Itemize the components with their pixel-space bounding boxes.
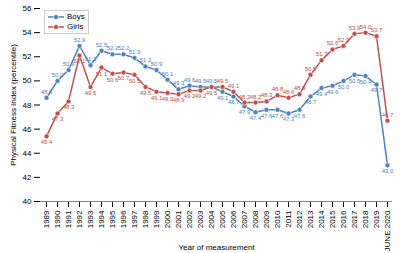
svg-text:51.3: 51.3: [85, 56, 97, 62]
svg-text:2012: 2012: [295, 210, 304, 228]
svg-text:50.9: 50.9: [151, 61, 163, 67]
svg-text:51.1: 51.1: [95, 70, 108, 77]
svg-text:48.3: 48.3: [261, 92, 273, 98]
svg-text:50.5: 50.5: [129, 78, 141, 84]
svg-text:46: 46: [23, 125, 32, 134]
svg-text:2002: 2002: [185, 210, 194, 228]
svg-text:54: 54: [23, 28, 32, 37]
html-text:49.2 49.2: 49.2 49.2: [183, 93, 207, 100]
svg-text:48.7: 48.7: [228, 99, 240, 105]
svg-text:1989: 1989: [42, 210, 51, 228]
svg-text:51.9: 51.9: [129, 49, 141, 55]
svg-text:45.4: 45.4: [41, 139, 53, 145]
html-text:Girls: Girls: [67, 22, 84, 31]
svg-text:2010: 2010: [273, 210, 282, 228]
svg-text:50.0: 50.0: [338, 84, 350, 90]
svg-text:2001: 2001: [174, 210, 183, 228]
svg-text:2019: 2019: [372, 210, 381, 228]
svg-text:40: 40: [23, 197, 32, 206]
svg-text:1998: 1998: [141, 210, 150, 228]
svg-text:2006: 2006: [229, 210, 238, 228]
svg-text:52.9: 52.9: [74, 37, 86, 43]
svg-text:2008: 2008: [251, 210, 260, 228]
html-text:48.2 48.2: 48.2 48.2: [238, 93, 262, 100]
svg-text:2004: 2004: [207, 210, 216, 228]
svg-text:51.2: 51.2: [139, 57, 152, 64]
svg-text:1993: 1993: [86, 210, 95, 228]
html-text:49.1 49.0: 49.1 49.0: [150, 94, 174, 102]
svg-text:52: 52: [23, 52, 32, 61]
svg-text:2013: 2013: [306, 210, 315, 228]
svg-text:2017: 2017: [350, 210, 359, 228]
svg-text:48.9: 48.9: [172, 97, 185, 104]
svg-text:52.1: 52.1: [74, 58, 86, 64]
svg-text:1990: 1990: [53, 210, 62, 228]
svg-text:1997: 1997: [130, 210, 139, 228]
svg-text:52.9: 52.9: [338, 37, 350, 43]
svg-text:2009: 2009: [262, 210, 271, 228]
svg-text:Physical Fitness Index (percen: Physical Fitness Index (percentile): [9, 44, 18, 166]
svg-text:2007: 2007: [240, 210, 249, 228]
svg-text:49.6: 49.6: [326, 88, 339, 95]
html-text:53.9 54.0: 53.9 54.0: [348, 23, 372, 31]
svg-text:51.7: 51.7: [316, 51, 328, 57]
svg-text:48.3: 48.3: [63, 104, 75, 110]
svg-text:50.4: 50.4: [360, 79, 372, 85]
html-text:50.6 50.7: 50.6 50.7: [106, 75, 130, 83]
svg-text:1995: 1995: [108, 210, 117, 228]
svg-text:47.6: 47.6: [294, 113, 306, 119]
svg-text:48.6: 48.6: [41, 89, 53, 95]
html-text:Boys: Boys: [67, 12, 85, 21]
svg-text:50.5: 50.5: [305, 66, 317, 72]
svg-text:52.5: 52.5: [95, 41, 108, 48]
svg-text:44: 44: [23, 149, 32, 158]
svg-text:2016: 2016: [339, 210, 348, 228]
svg-text:50.1: 50.1: [162, 71, 174, 77]
svg-text:48.9: 48.9: [294, 85, 306, 91]
svg-text:53.7: 53.7: [371, 27, 383, 33]
svg-text:49.5: 49.5: [206, 90, 218, 96]
svg-text:1994: 1994: [97, 210, 106, 228]
svg-text:50.5: 50.5: [348, 77, 361, 84]
svg-text:2005: 2005: [218, 210, 227, 228]
svg-text:48: 48: [23, 101, 32, 110]
svg-text:47.3: 47.3: [52, 116, 64, 122]
svg-text:52.6: 52.6: [326, 40, 339, 47]
svg-text:50.9: 50.9: [62, 60, 75, 67]
svg-text:49.1: 49.1: [228, 83, 240, 89]
svg-text:49.5: 49.5: [139, 89, 152, 96]
svg-text:JUNE 2020: JUNE 2020: [383, 210, 392, 251]
svg-text:2011: 2011: [284, 210, 293, 228]
svg-text:49.4: 49.4: [315, 91, 328, 97]
svg-text:46.7: 46.7: [382, 112, 394, 118]
svg-text:1992: 1992: [75, 210, 84, 228]
svg-text:48.7: 48.7: [305, 99, 317, 105]
svg-text:50: 50: [23, 76, 32, 85]
svg-text:2003: 2003: [196, 210, 205, 228]
svg-text:47.3: 47.3: [282, 116, 295, 123]
svg-text:47.4: 47.4: [249, 115, 262, 122]
svg-text:48.6: 48.6: [282, 88, 295, 95]
svg-text:2014: 2014: [317, 210, 326, 228]
svg-text:42: 42: [23, 173, 32, 182]
svg-text:1996: 1996: [119, 210, 128, 228]
svg-text:1991: 1991: [64, 210, 73, 228]
svg-text:1999: 1999: [152, 210, 161, 228]
svg-text:49.7: 49.7: [371, 87, 383, 93]
svg-text:56: 56: [23, 4, 32, 13]
svg-text:2018: 2018: [361, 210, 370, 228]
svg-text:2000: 2000: [163, 210, 172, 228]
svg-text:47.9: 47.9: [238, 109, 251, 116]
svg-text:Year of measurement: Year of measurement: [178, 243, 255, 252]
svg-text:49.3: 49.3: [172, 80, 185, 87]
html-text:47.6 47.6: 47.6 47.6: [260, 112, 284, 119]
html-text:52.2 52.2: 52.2 52.2: [106, 45, 130, 52]
svg-text:43.0: 43.0: [382, 168, 394, 174]
svg-text:49.1: 49.1: [216, 94, 229, 101]
html-text:49.6 49.5 49.5 49.5: 49.6 49.5 49.5 49.5: [183, 76, 229, 84]
svg-text:50.0: 50.0: [52, 72, 64, 78]
svg-text:2015: 2015: [328, 210, 337, 228]
svg-text:48.8: 48.8: [271, 86, 284, 93]
svg-text:49.5: 49.5: [85, 90, 97, 96]
